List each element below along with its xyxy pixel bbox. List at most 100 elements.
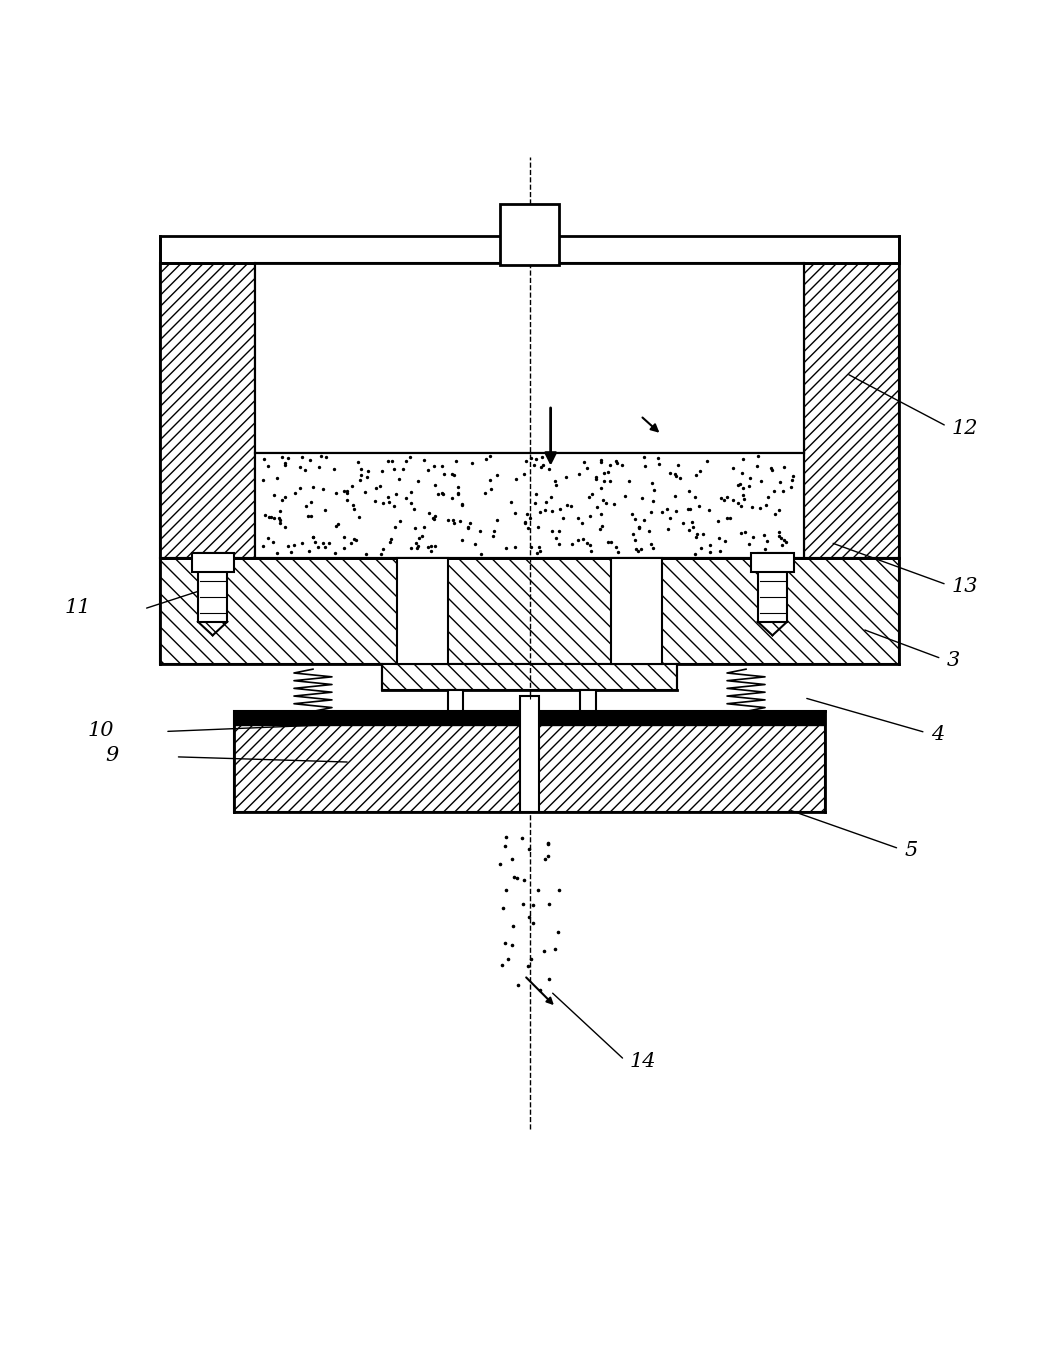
Point — [315, 478, 331, 500]
Point — [327, 482, 344, 504]
Point — [544, 521, 561, 543]
Point — [758, 530, 775, 552]
Point — [559, 495, 576, 516]
Point — [329, 514, 346, 536]
Point — [740, 533, 757, 555]
Point — [551, 533, 568, 555]
Point — [563, 533, 580, 555]
Point — [500, 948, 517, 970]
Point — [410, 470, 427, 492]
Point — [498, 537, 515, 559]
Bar — [804, 263, 899, 558]
Point — [530, 878, 546, 900]
Point — [584, 484, 600, 506]
Point — [528, 541, 545, 563]
Point — [271, 510, 288, 532]
Point — [280, 448, 297, 470]
Point — [508, 867, 525, 889]
Point — [770, 499, 787, 521]
Point — [395, 459, 412, 481]
Point — [263, 506, 280, 527]
Point — [692, 460, 708, 482]
Point — [425, 507, 442, 529]
Point — [375, 538, 392, 560]
Point — [514, 827, 531, 849]
Point — [391, 467, 408, 489]
Point — [750, 445, 767, 467]
Point — [609, 541, 626, 563]
Point — [770, 521, 787, 543]
Point — [488, 508, 505, 530]
Point — [255, 448, 272, 470]
Point — [532, 980, 549, 1001]
Point — [578, 458, 595, 480]
Point — [730, 492, 747, 514]
Point — [659, 497, 676, 519]
Point — [667, 466, 684, 488]
Point — [721, 507, 738, 529]
Point — [426, 455, 443, 477]
Point — [406, 518, 423, 540]
Point — [415, 449, 432, 471]
Point — [454, 493, 471, 515]
Point — [540, 967, 557, 989]
Point — [336, 481, 353, 503]
Point — [433, 482, 450, 504]
Point — [554, 507, 571, 529]
Point — [687, 526, 704, 548]
Point — [460, 516, 477, 538]
Point — [269, 467, 286, 489]
Point — [712, 540, 729, 562]
Point — [484, 525, 501, 547]
Point — [385, 495, 402, 516]
Bar — [397, 558, 448, 664]
Point — [762, 458, 779, 480]
Point — [374, 460, 391, 482]
Point — [741, 475, 758, 497]
Point — [592, 503, 609, 525]
Point — [520, 955, 537, 977]
Point — [531, 536, 548, 558]
Point — [306, 530, 323, 552]
Point — [276, 516, 293, 538]
Point — [310, 536, 327, 558]
Point — [550, 880, 567, 901]
Point — [478, 448, 495, 470]
Point — [345, 493, 362, 515]
Point — [347, 529, 364, 551]
Point — [320, 532, 337, 553]
Point — [532, 501, 549, 523]
Point — [271, 500, 288, 522]
Point — [737, 522, 754, 544]
Point — [680, 499, 697, 521]
Point — [711, 526, 728, 548]
Point — [774, 534, 791, 556]
Point — [715, 489, 732, 511]
Point — [594, 515, 611, 537]
Point — [589, 496, 606, 518]
Point — [764, 459, 780, 481]
Point — [607, 451, 624, 473]
Point — [446, 511, 463, 533]
Bar — [611, 558, 662, 664]
Point — [477, 482, 493, 504]
Point — [345, 497, 362, 519]
Point — [522, 447, 539, 469]
Bar — [757, 553, 787, 622]
Point — [496, 932, 513, 954]
Point — [339, 489, 356, 511]
Point — [548, 527, 564, 549]
Point — [766, 481, 783, 503]
Point — [464, 452, 481, 474]
Point — [427, 506, 444, 527]
Point — [283, 541, 300, 563]
Point — [646, 478, 663, 500]
Point — [698, 449, 715, 471]
Point — [254, 469, 271, 490]
Point — [256, 504, 273, 526]
Point — [734, 462, 751, 484]
Point — [353, 463, 370, 485]
Point — [339, 479, 356, 501]
Point — [730, 474, 747, 496]
Point — [444, 463, 461, 485]
